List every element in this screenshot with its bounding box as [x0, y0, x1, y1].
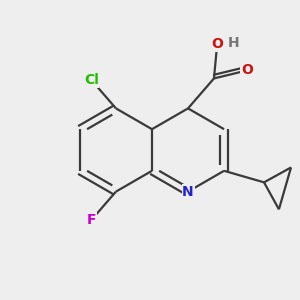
- Text: N: N: [182, 184, 194, 199]
- Text: O: O: [241, 63, 253, 77]
- Text: O: O: [211, 38, 223, 52]
- Text: Cl: Cl: [84, 73, 99, 87]
- Text: H: H: [228, 36, 239, 50]
- Text: F: F: [86, 213, 96, 227]
